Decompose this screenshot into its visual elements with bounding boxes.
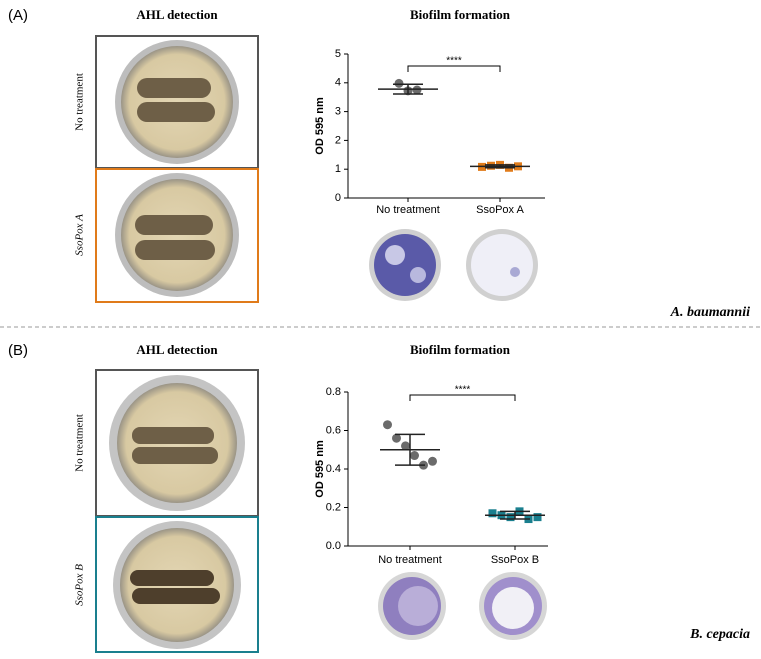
data-point [394, 78, 404, 88]
x-tick-label: No treatment [378, 554, 442, 566]
section-title: AHL detection [136, 342, 218, 357]
plate [95, 516, 259, 653]
plate-label: SsoPox B [74, 564, 86, 606]
section-title: Biofilm formation [410, 7, 511, 22]
panel-label: (B) [8, 342, 28, 359]
y-tick-label: 0.2 [326, 501, 341, 513]
y-tick-label: 2 [335, 134, 341, 146]
x-tick-label: SsoPox B [491, 554, 539, 566]
data-point [412, 85, 422, 95]
data-point [488, 509, 497, 518]
y-tick-label: 4 [335, 77, 341, 89]
y-tick-label: 0.6 [326, 424, 341, 436]
well [378, 572, 446, 640]
x-tick-label: No treatment [376, 204, 440, 216]
well [369, 229, 441, 301]
plate [95, 35, 259, 169]
plate [95, 369, 259, 517]
data-point [428, 456, 437, 466]
plate-label: No treatment [74, 414, 86, 472]
data-point [392, 433, 401, 443]
y-tick-label: 0.4 [326, 463, 341, 475]
organism: B. cepacia [689, 627, 750, 642]
data-point [401, 441, 410, 451]
plate-label: No treatment [74, 73, 86, 131]
data-point [506, 513, 515, 522]
significance-bracket [409, 394, 516, 401]
plate-label: SsoPox A [74, 214, 86, 256]
y-axis-label: OD 595 nm [314, 97, 326, 155]
y-tick-label: 0.8 [326, 386, 341, 398]
x-tick-label: SsoPox A [476, 204, 524, 216]
y-tick-label: 5 [335, 48, 341, 60]
organism: A. baumannii [670, 305, 750, 320]
well [466, 229, 538, 301]
plate [95, 168, 259, 303]
section-title: AHL detection [136, 7, 218, 22]
well [479, 572, 547, 640]
y-tick-label: 1 [335, 163, 341, 175]
y-tick-label: 3 [335, 106, 341, 118]
data-point [533, 513, 542, 522]
significance-bracket [407, 65, 501, 72]
y-tick-label: 0 [335, 192, 341, 204]
data-point [410, 451, 419, 461]
y-tick-label: 0.0 [326, 540, 341, 552]
panel-label: (A) [8, 7, 28, 24]
significance: **** [446, 56, 462, 67]
significance: **** [455, 385, 471, 396]
section-title: Biofilm formation [410, 342, 511, 357]
y-axis-label: OD 595 nm [314, 440, 326, 498]
data-point [383, 420, 392, 430]
